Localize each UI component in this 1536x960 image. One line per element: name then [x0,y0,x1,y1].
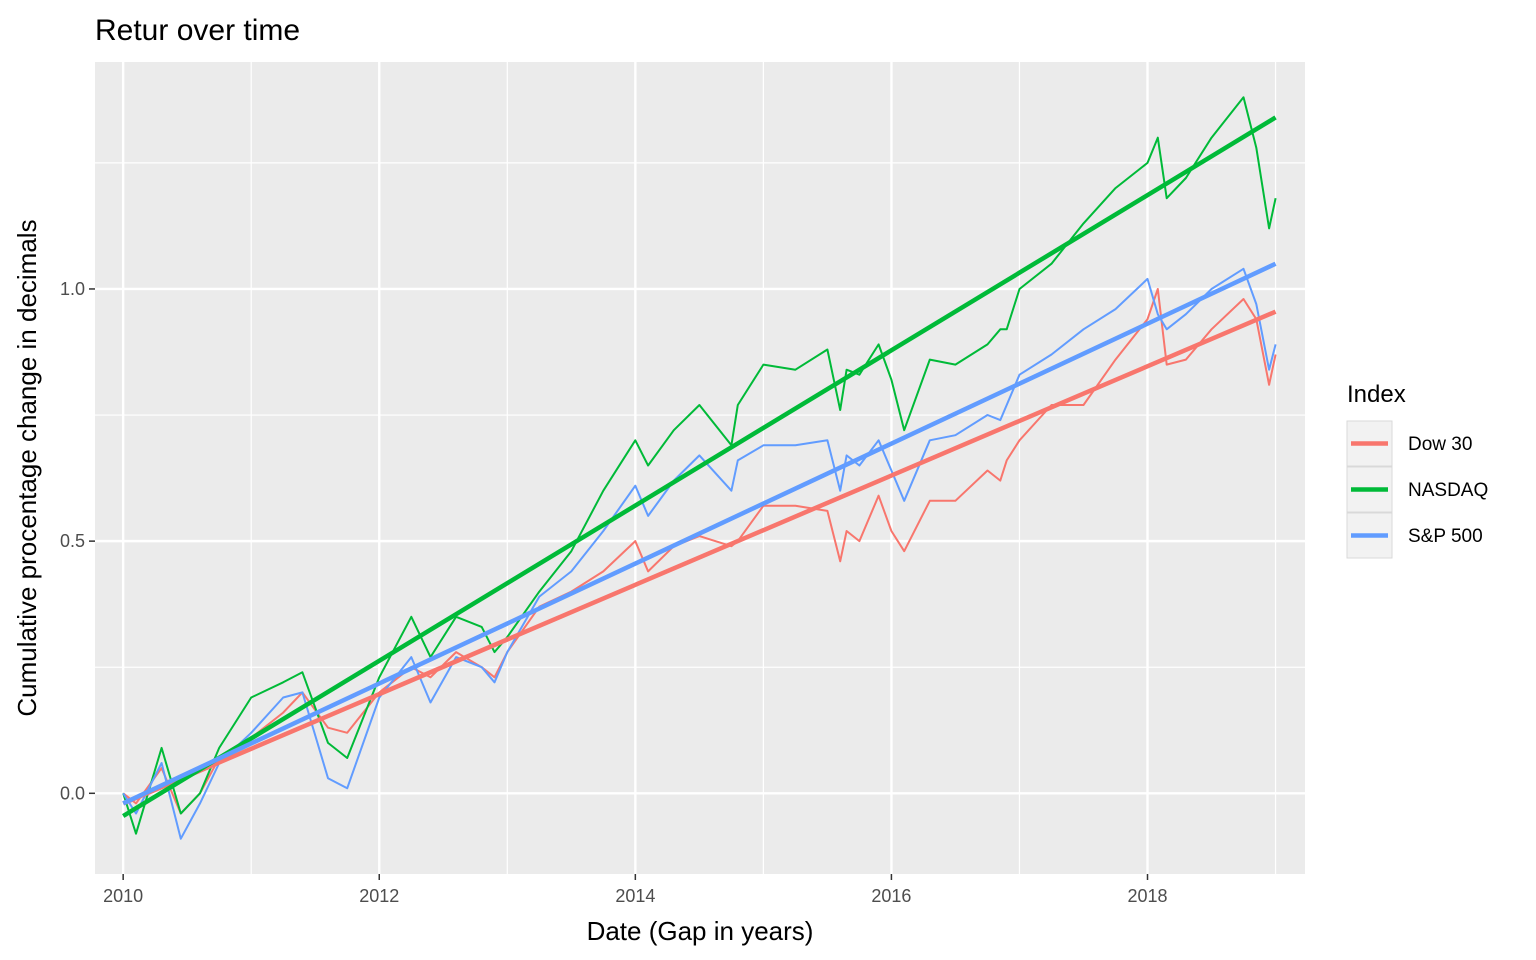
legend-title: Index [1347,381,1406,408]
x-tick-label: 2018 [1127,886,1167,906]
y-axis-title: Cumulative procentage change in decimals [12,219,42,716]
x-tick-label: 2016 [871,886,911,906]
x-tick-label: 2012 [359,886,399,906]
y-tick-label: 1.0 [60,279,85,299]
series-line-dow-30 [122,288,1277,815]
legend-label: Dow 30 [1408,434,1472,455]
grid-major [95,62,1305,874]
legend-label: NASDAQ [1408,480,1488,501]
x-tick-label: 2010 [103,886,143,906]
y-tick-label: 0.5 [60,531,85,551]
y-axis-ticks: 0.0 0.5 1.0 [60,279,95,803]
series-line-s-p-500 [122,267,1277,840]
x-axis-title: Date (Gap in years) [587,916,814,946]
x-axis-ticks: 2010 2012 2014 2016 2018 [103,874,1168,906]
series-line-nasdaq [122,96,1277,835]
y-tick-label: 0.0 [60,783,85,803]
series-layer [122,96,1277,840]
legend-items: Dow 30 NASDAQ S&P 500 [1346,420,1488,559]
legend: Index Dow 30 NASDAQ S&P 500 [1346,381,1488,559]
grid-minor [95,62,1305,874]
legend-label: S&P 500 [1408,526,1483,547]
trend-line-s-p-500 [122,261,1277,806]
trend-line-nasdaq [122,115,1277,818]
chart-title: Retur over time [95,14,300,47]
trend-layer [122,115,1277,818]
x-tick-label: 2014 [615,886,655,906]
trend-line-dow-30 [122,309,1277,806]
